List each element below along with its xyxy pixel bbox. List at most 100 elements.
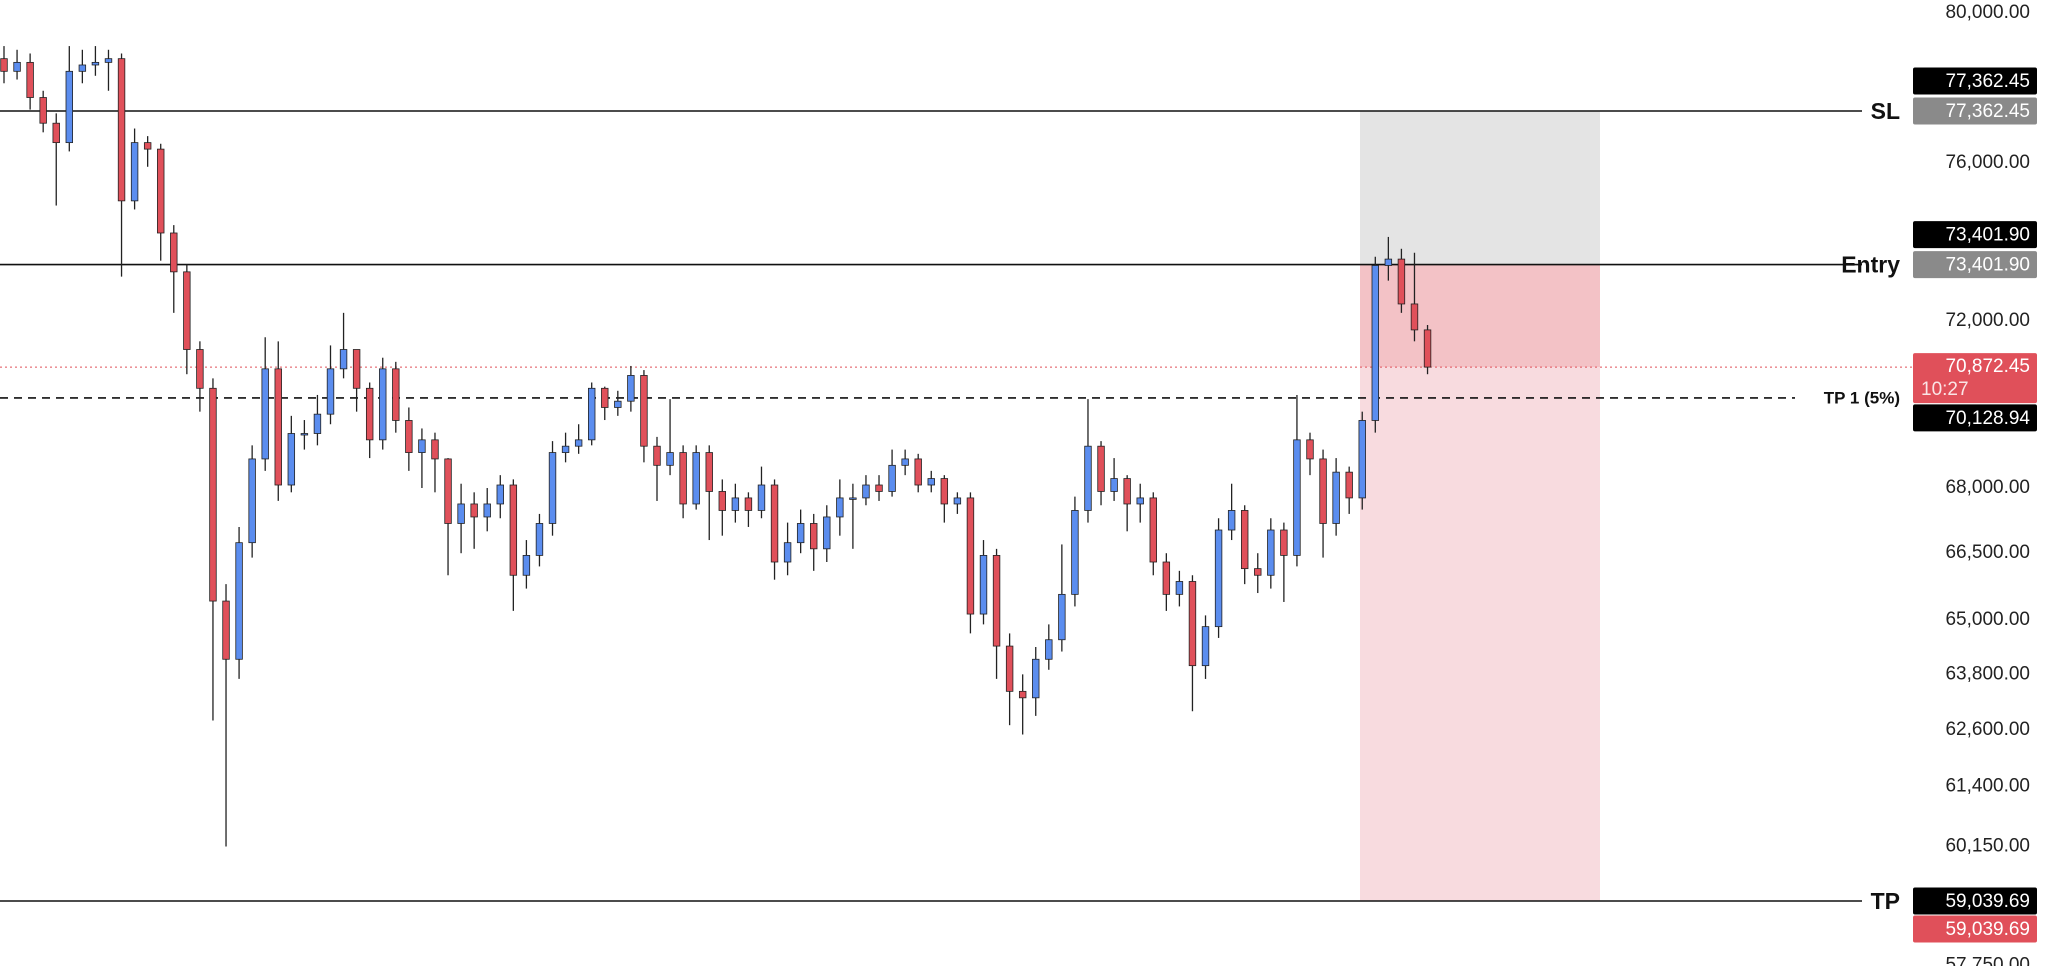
price-tag-box bbox=[1913, 404, 2037, 432]
candle-body bbox=[1032, 658, 1040, 699]
candle-body bbox=[862, 484, 870, 499]
candle-body bbox=[1097, 445, 1105, 492]
candle-body bbox=[1018, 690, 1027, 699]
candle-body bbox=[796, 523, 805, 544]
candle-body bbox=[352, 349, 361, 389]
candle-body bbox=[627, 375, 635, 402]
candle-body bbox=[1110, 478, 1118, 492]
candle-body bbox=[927, 478, 935, 486]
candle-body bbox=[261, 368, 269, 460]
candle-body bbox=[1358, 420, 1366, 499]
candle-body bbox=[823, 516, 831, 550]
candle-body bbox=[875, 484, 883, 492]
candle-body bbox=[1332, 471, 1340, 524]
candle-body bbox=[235, 542, 243, 660]
candle-body bbox=[183, 271, 191, 350]
candle-body bbox=[1306, 439, 1314, 460]
candle-body bbox=[901, 458, 909, 466]
candle-body bbox=[65, 70, 73, 144]
candle-body bbox=[405, 420, 413, 453]
candle-body bbox=[1175, 581, 1184, 595]
candle-body bbox=[718, 491, 726, 511]
candle-body bbox=[1214, 529, 1223, 628]
candle-body bbox=[91, 61, 100, 66]
candle-body bbox=[548, 452, 557, 524]
candle-body bbox=[1201, 626, 1210, 667]
y-tick-label: 66,500.00 bbox=[1945, 542, 2030, 563]
candle-body bbox=[222, 600, 230, 660]
candle-body bbox=[418, 439, 426, 453]
candle-body bbox=[679, 452, 687, 505]
level-tag-box bbox=[1913, 915, 2037, 943]
candle-body bbox=[992, 555, 1001, 647]
candle-body bbox=[196, 349, 204, 389]
candle-body bbox=[1319, 458, 1327, 524]
level-tag: 73,401.90 bbox=[1945, 255, 2030, 276]
candle-body bbox=[104, 58, 113, 63]
candle-body bbox=[1058, 593, 1066, 641]
candle-body bbox=[392, 368, 400, 421]
current-price-tag: 70,872.45 bbox=[1945, 356, 2030, 377]
level-name: TP 1 (5%) bbox=[1824, 388, 1900, 407]
candle-body bbox=[731, 497, 740, 511]
candle-body bbox=[326, 368, 335, 415]
candle-body bbox=[170, 232, 178, 273]
candle-body bbox=[1384, 258, 1393, 266]
level-name: SL bbox=[1871, 98, 1900, 124]
candle-body bbox=[365, 387, 374, 441]
level-tag-box bbox=[1913, 97, 2037, 125]
candle-body bbox=[966, 497, 975, 615]
candle-body bbox=[1371, 265, 1379, 421]
candle-body bbox=[13, 61, 21, 72]
candle-body bbox=[339, 349, 348, 370]
y-tick-label: 80,000.00 bbox=[1945, 2, 2030, 23]
candle-body bbox=[1410, 303, 1419, 331]
candle-body bbox=[757, 484, 766, 511]
target-zone bbox=[1360, 367, 1600, 901]
y-tick-label: 61,400.00 bbox=[1945, 775, 2030, 796]
level-name: TP bbox=[1871, 888, 1900, 914]
candle-body bbox=[535, 523, 544, 556]
candle-body bbox=[1084, 445, 1092, 511]
candle-body bbox=[979, 555, 988, 615]
candle-body bbox=[483, 503, 491, 518]
price-tag-box bbox=[1913, 221, 2037, 249]
y-tick-label: 76,000.00 bbox=[1945, 152, 2030, 173]
price-tag-box bbox=[1913, 67, 2037, 95]
candle-body bbox=[836, 497, 844, 518]
candle-body bbox=[692, 452, 700, 505]
stop-zone bbox=[1360, 110, 1600, 265]
price-tag: 59,039.69 bbox=[1945, 891, 2030, 912]
price-tag: 77,362.45 bbox=[1945, 71, 2030, 92]
candle-body bbox=[940, 478, 949, 505]
candle-body bbox=[143, 142, 152, 150]
candle-body bbox=[313, 413, 322, 434]
candle-body bbox=[157, 148, 165, 234]
y-tick-label: 72,000.00 bbox=[1945, 310, 2030, 331]
level-tag: 77,362.45 bbox=[1945, 101, 2030, 122]
candle-body bbox=[209, 387, 217, 602]
candle-body bbox=[1005, 645, 1014, 692]
candle-body bbox=[78, 64, 87, 72]
candle-body bbox=[1071, 510, 1079, 595]
candle-body bbox=[783, 542, 792, 563]
candle-body bbox=[457, 503, 465, 524]
candle-body bbox=[1045, 639, 1053, 660]
candle-body bbox=[744, 497, 753, 511]
candle-body bbox=[1267, 529, 1275, 576]
candle-body bbox=[379, 368, 387, 441]
level-tag: 59,039.69 bbox=[1945, 919, 2030, 940]
candle-body bbox=[39, 97, 47, 124]
open-profit-zone bbox=[1360, 264, 1600, 368]
candle-body bbox=[274, 368, 282, 486]
candle-body bbox=[888, 464, 896, 492]
candle-body bbox=[849, 497, 857, 500]
candle-body bbox=[810, 523, 818, 550]
candle-body bbox=[588, 387, 596, 441]
price-tag: 70,128.94 bbox=[1945, 408, 2030, 429]
candle-body bbox=[574, 439, 583, 447]
y-tick-label: 63,800.00 bbox=[1945, 663, 2030, 684]
candle-body bbox=[444, 458, 452, 524]
